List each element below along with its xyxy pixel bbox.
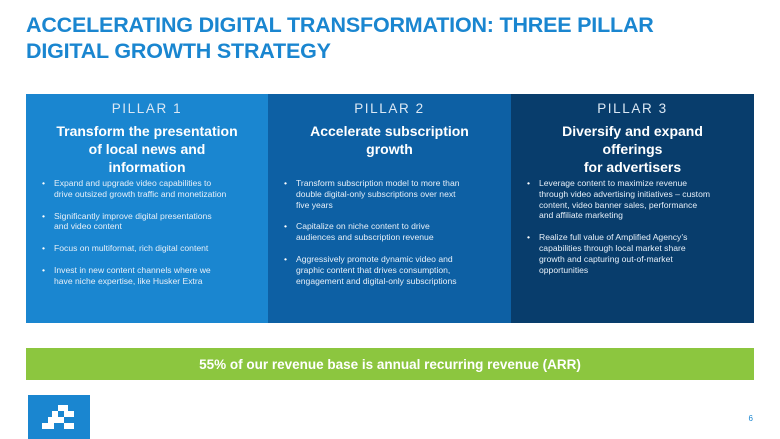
page-title: ACCELERATING DIGITAL TRANSFORMATION: THR… [26, 12, 746, 64]
company-logo-icon [28, 395, 90, 439]
pillar-3-bullet: Realize full value of Amplified Agency’s… [527, 232, 742, 275]
pillar-3-bullet: Leverage content to maximize revenue thr… [527, 178, 742, 221]
arr-banner: 55% of our revenue base is annual recurr… [26, 348, 754, 380]
pillar-1-bullet-list: Expand and upgrade video capabilities to… [38, 178, 256, 287]
pillar-1-bullet: Expand and upgrade video capabilities to… [42, 178, 256, 200]
page-title-line-2: DIGITAL GROWTH STRATEGY [26, 39, 331, 63]
pillar-1-bullet: Invest in new content channels where we … [42, 265, 256, 287]
pillar-1-panel: PILLAR 1 Transform the presentation of l… [26, 94, 268, 323]
pillar-2-bullet: Aggressively promote dynamic video and g… [284, 254, 499, 286]
pillar-3-bullet-list: Leverage content to maximize revenue thr… [523, 178, 742, 275]
pillar-2-bullet-list: Transform subscription model to more tha… [280, 178, 499, 286]
pillar-2-heading: Accelerate subscription growth [310, 123, 469, 157]
pillars-section: PILLAR 1 Transform the presentation of l… [26, 94, 754, 323]
pillar-1-bullet: Significantly improve digital presentati… [42, 211, 256, 233]
pillar-3-label: PILLAR 3 [597, 101, 668, 116]
pillar-2-panel: PILLAR 2 Accelerate subscription growth … [268, 94, 511, 323]
pillar-3-heading: Diversify and expand offerings for adver… [562, 123, 703, 175]
arr-banner-text: 55% of our revenue base is annual recurr… [199, 356, 581, 372]
pillar-2-bullet: Capitalize on niche content to drive aud… [284, 221, 499, 243]
page-title-line-1: ACCELERATING DIGITAL TRANSFORMATION: THR… [26, 13, 654, 37]
pillar-2-label: PILLAR 2 [354, 101, 425, 116]
pillar-1-label: PILLAR 1 [111, 101, 183, 116]
pillar-1-heading: Transform the presentation of local news… [56, 123, 238, 175]
pillar-3-panel: PILLAR 3 Diversify and expand offerings … [511, 94, 754, 323]
pillar-1-bullet: Focus on multiformat, rich digital conte… [42, 243, 256, 254]
pillar-2-bullet: Transform subscription model to more tha… [284, 178, 499, 210]
page-number: 6 [748, 414, 753, 423]
